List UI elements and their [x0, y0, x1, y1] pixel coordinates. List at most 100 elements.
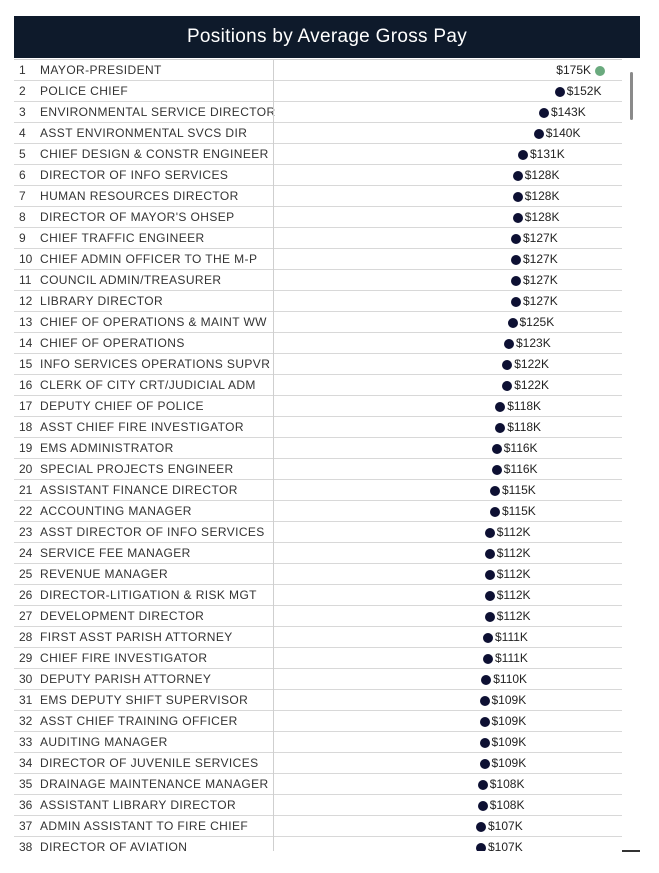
table-row[interactable]: 17 DEPUTY CHIEF OF POLICE — [14, 396, 622, 417]
table-row[interactable]: 3 ENVIRONMENTAL SERVICE DIRECTOR — [14, 102, 622, 123]
pay-dot[interactable] — [483, 633, 493, 643]
table-row[interactable]: 27 DEVELOPMENT DIRECTOR — [14, 606, 622, 627]
pay-dot[interactable] — [490, 507, 500, 517]
chart-title: Positions by Average Gross Pay — [186, 26, 468, 47]
table-row[interactable]: 5 CHIEF DESIGN & CONSTR ENGINEER — [14, 144, 622, 165]
position-label: ENVIRONMENTAL SERVICE DIRECTOR — [40, 105, 276, 119]
pay-dot[interactable] — [504, 339, 514, 349]
position-label: DIRECTOR-LITIGATION & RISK MGT — [40, 588, 257, 602]
pay-dot[interactable] — [507, 318, 518, 328]
table-row[interactable]: 22 ACCOUNTING MANAGER — [14, 501, 622, 522]
table-row[interactable]: 21 ASSISTANT FINANCE DIRECTOR — [14, 480, 622, 501]
pay-dot[interactable] — [484, 570, 495, 580]
table-row[interactable]: 13 CHIEF OF OPERATIONS & MAINT WW — [14, 312, 622, 333]
table-row[interactable]: 37 ADMIN ASSISTANT TO FIRE CHIEF — [14, 816, 622, 837]
table-row[interactable]: 7 HUMAN RESOURCES DIRECTOR — [14, 186, 622, 207]
position-label: DEPUTY PARISH ATTORNEY — [40, 672, 212, 686]
table-row[interactable]: 38 DIRECTOR OF AVIATION — [14, 837, 622, 851]
pay-dot[interactable] — [491, 444, 502, 454]
table-row[interactable]: 25 REVENUE MANAGER — [14, 564, 622, 585]
table-row[interactable]: 35 DRAINAGE MAINTENANCE MANAGER — [14, 774, 622, 795]
position-label: DIRECTOR OF INFO SERVICES — [40, 168, 229, 182]
pay-dot[interactable] — [479, 696, 490, 706]
table-row[interactable]: 1 MAYOR-PRESIDENT — [14, 60, 622, 81]
pay-dot[interactable] — [491, 465, 502, 475]
pay-dot[interactable] — [476, 843, 486, 851]
table-row[interactable]: 9 CHIEF TRAFFIC ENGINEER — [14, 228, 622, 249]
table-row[interactable]: 23 ASST DIRECTOR OF INFO SERVICES — [14, 522, 622, 543]
table-row[interactable]: 18 ASST CHIEF FIRE INVESTIGATOR — [14, 417, 622, 438]
row-rank: 32 — [19, 714, 33, 728]
position-label: ASST CHIEF TRAINING OFFICER — [40, 714, 238, 728]
pay-dot[interactable] — [539, 108, 549, 118]
pay-dot[interactable] — [511, 276, 521, 286]
pay-dot[interactable] — [477, 780, 488, 790]
pay-dot[interactable] — [479, 759, 490, 769]
table-row[interactable]: 32 ASST CHIEF TRAINING OFFICER — [14, 711, 622, 732]
pay-value-label: $109K — [491, 735, 527, 749]
scrollbar-thumb[interactable] — [630, 72, 633, 120]
table-row[interactable]: 29 CHIEF FIRE INVESTIGATOR — [14, 648, 622, 669]
position-label: ACCOUNTING MANAGER — [40, 504, 192, 518]
table-row[interactable]: 31 EMS DEPUTY SHIFT SUPERVISOR — [14, 690, 622, 711]
pay-value-label: $112K — [496, 525, 531, 539]
pay-dot[interactable] — [484, 591, 495, 601]
row-rank: 13 — [19, 315, 33, 329]
pay-dot[interactable] — [481, 675, 492, 685]
table-row[interactable]: 20 SPECIAL PROJECTS ENGINEER — [14, 459, 622, 480]
pay-dot[interactable] — [484, 612, 495, 622]
pay-value-label: $122K — [514, 378, 549, 392]
pay-dot[interactable] — [533, 129, 544, 139]
column-divider — [273, 60, 274, 851]
pay-dot[interactable] — [512, 192, 523, 202]
pay-dot[interactable] — [483, 654, 493, 664]
pay-dot[interactable] — [518, 150, 528, 160]
table-row[interactable]: 2 POLICE CHIEF — [14, 81, 622, 102]
row-rank: 26 — [19, 588, 33, 602]
table-row[interactable]: 36 ASSISTANT LIBRARY DIRECTOR — [14, 795, 622, 816]
pay-value-label: $107K — [488, 840, 523, 851]
table-row[interactable]: 33 AUDITING MANAGER — [14, 732, 622, 753]
table-row[interactable]: 12 LIBRARY DIRECTOR — [14, 291, 622, 312]
pay-dot[interactable] — [512, 213, 523, 223]
table-row[interactable]: 15 INFO SERVICES OPERATIONS SUPVR — [14, 354, 622, 375]
table-row[interactable]: 14 CHIEF OF OPERATIONS — [14, 333, 622, 354]
table-row[interactable]: 8 DIRECTOR OF MAYOR'S OHSEP — [14, 207, 622, 228]
table-row[interactable]: 19 EMS ADMINISTRATOR — [14, 438, 622, 459]
pay-dot[interactable] — [479, 717, 490, 727]
pay-dot[interactable] — [511, 255, 521, 265]
table-row[interactable]: 24 SERVICE FEE MANAGER — [14, 543, 622, 564]
pay-dot[interactable] — [479, 738, 490, 748]
table-row[interactable]: 4 ASST ENVIRONMENTAL SVCS DIR — [14, 123, 622, 144]
pay-value-label: $108K — [489, 798, 525, 812]
scrollbar-track[interactable] — [622, 59, 640, 850]
pay-dot[interactable] — [484, 549, 495, 559]
pay-value-label: $123K — [516, 336, 551, 350]
pay-dot[interactable] — [490, 486, 500, 496]
pay-dot[interactable] — [554, 87, 565, 97]
pay-value-label: $118K — [507, 420, 542, 434]
table-row[interactable]: 26 DIRECTOR-LITIGATION & RISK MGT — [14, 585, 622, 606]
chart-header: Positions by Average Gross Pay — [14, 16, 640, 58]
table-row[interactable]: 30 DEPUTY PARISH ATTORNEY — [14, 669, 622, 690]
pay-dot[interactable] — [595, 66, 605, 76]
pay-dot[interactable] — [477, 801, 488, 811]
table-row[interactable]: 16 CLERK OF CITY CRT/JUDICIAL ADM — [14, 375, 622, 396]
pay-dot[interactable] — [502, 360, 513, 370]
table-row[interactable]: 11 COUNCIL ADMIN/TREASURER — [14, 270, 622, 291]
table-row[interactable]: 34 DIRECTOR OF JUVENILE SERVICES — [14, 753, 622, 774]
table-row[interactable]: 28 FIRST ASST PARISH ATTORNEY — [14, 627, 622, 648]
table-row[interactable]: 6 DIRECTOR OF INFO SERVICES — [14, 165, 622, 186]
pay-dot[interactable] — [511, 234, 521, 244]
position-label: ASST ENVIRONMENTAL SVCS DIR — [40, 126, 248, 140]
pay-dot[interactable] — [511, 297, 521, 307]
pay-dot[interactable] — [495, 402, 506, 412]
pay-dot[interactable] — [502, 381, 513, 391]
table-row[interactable]: 10 CHIEF ADMIN OFFICER TO THE M-P — [14, 249, 622, 270]
pay-dot[interactable] — [476, 822, 486, 832]
row-rank: 18 — [19, 420, 33, 434]
pay-dot[interactable] — [512, 171, 523, 181]
position-label: DEPUTY CHIEF OF POLICE — [40, 399, 204, 413]
pay-dot[interactable] — [484, 528, 495, 538]
pay-dot[interactable] — [495, 423, 506, 433]
